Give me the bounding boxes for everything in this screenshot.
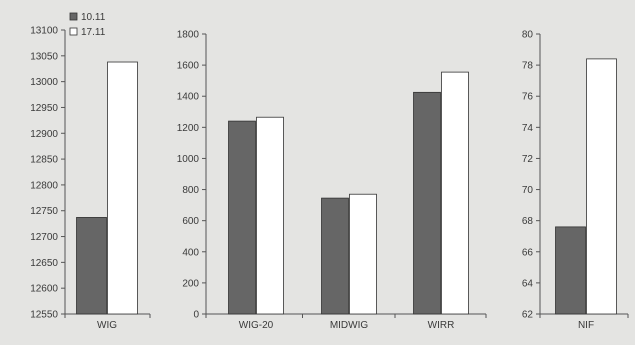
x-category-label: MIDWIG <box>330 320 369 331</box>
y-tick-label: 1000 <box>177 154 200 165</box>
y-tick-label: 80 <box>522 30 534 41</box>
y-tick-label: 12750 <box>30 206 58 217</box>
y-tick-label: 800 <box>182 185 199 196</box>
y-tick-label: 12650 <box>30 258 58 269</box>
bar-midwig-series-2 <box>349 193 377 315</box>
y-tick-label: 12600 <box>30 284 58 295</box>
bar-nif-series-1 <box>555 226 586 315</box>
y-tick-label: 74 <box>522 123 534 134</box>
y-tick-label: 12800 <box>30 180 58 191</box>
y-tick-label: 1800 <box>177 30 200 41</box>
y-tick-label: 200 <box>182 278 199 289</box>
y-tick-label: 600 <box>182 216 199 227</box>
y-tick-label: 70 <box>522 185 534 196</box>
bar-wig-20-series-2 <box>256 116 284 315</box>
bar-midwig-series-1 <box>321 197 349 315</box>
y-tick-label: 66 <box>522 247 534 258</box>
legend-swatch-series-1 <box>69 12 78 21</box>
y-tick-label: 1200 <box>177 123 200 134</box>
legend-label-series-1: 10.11 <box>81 12 106 23</box>
y-tick-label: 13100 <box>30 26 58 37</box>
y-tick-label: 64 <box>522 278 534 289</box>
y-tick-label: 13000 <box>30 77 58 88</box>
y-tick-label: 62 <box>522 310 534 321</box>
y-tick-label: 76 <box>522 92 534 103</box>
y-tick-label: 72 <box>522 154 534 165</box>
y-tick-label: 78 <box>522 61 534 72</box>
bar-wig-series-2 <box>107 61 138 315</box>
bar-nif-series-2 <box>586 58 617 315</box>
bar-wirr-series-1 <box>413 91 441 315</box>
y-tick-label: 12850 <box>30 155 58 166</box>
x-category-label: NIF <box>578 320 594 331</box>
y-tick-label: 1600 <box>177 61 200 72</box>
y-tick-label: 12550 <box>30 310 58 321</box>
y-tick-label: 1400 <box>177 92 200 103</box>
x-category-label: WIG-20 <box>239 320 274 331</box>
x-category-label: WIG <box>97 320 117 331</box>
y-tick-label: 13050 <box>30 51 58 62</box>
bar-wirr-series-2 <box>441 71 469 315</box>
legend-swatch-series-2 <box>69 27 78 36</box>
y-tick-label: 400 <box>182 247 199 258</box>
y-tick-label: 12900 <box>30 129 58 140</box>
y-tick-label: 12700 <box>30 232 58 243</box>
x-category-label: WIRR <box>428 320 455 331</box>
bar-wig-series-1 <box>76 217 107 315</box>
bar-wig-20-series-1 <box>228 120 256 315</box>
y-tick-label: 0 <box>193 310 199 321</box>
legend-label-series-2: 17.11 <box>81 27 106 38</box>
legend: 10.11 17.11 <box>69 12 106 38</box>
y-tick-label: 12950 <box>30 103 58 114</box>
y-tick-label: 68 <box>522 216 534 227</box>
